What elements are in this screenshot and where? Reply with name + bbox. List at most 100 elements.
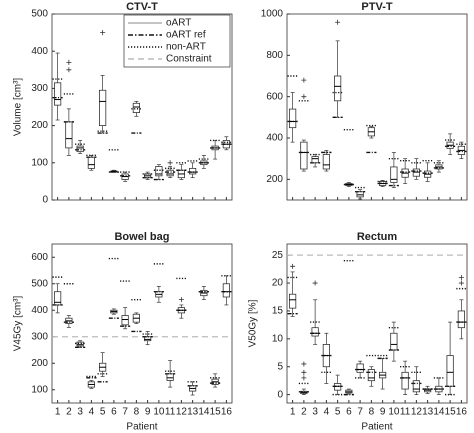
box (76, 341, 84, 347)
box (412, 380, 420, 393)
outlier (458, 274, 464, 280)
outlier (335, 19, 341, 25)
legend-label: oART (166, 18, 191, 29)
x-tick-label: 7 (122, 407, 128, 418)
legend-label: non-ART (166, 42, 206, 53)
x-axis-label: Patient (361, 422, 392, 433)
x-tick-label: 9 (380, 407, 386, 418)
box (189, 167, 197, 175)
y-tick-label: 25 (272, 250, 284, 261)
x-tick-label: 7 (357, 407, 363, 418)
x-tick-label: 13 (187, 407, 199, 418)
box (401, 371, 409, 390)
y-tick-label: 15 (272, 306, 284, 317)
y-tick-label: 100 (31, 157, 48, 168)
outlier (301, 375, 307, 381)
x-tick-label: 2 (301, 407, 307, 418)
x-tick-label: 11 (165, 407, 176, 418)
box (334, 383, 342, 391)
box (54, 291, 62, 306)
x-tick-label: 11 (400, 407, 411, 418)
y-tick-label: 1000 (261, 9, 284, 20)
x-tick-label: 10 (388, 407, 400, 418)
x-tick-label: 1 (290, 407, 296, 418)
x-tick-label: 6 (111, 407, 117, 418)
outlier (301, 94, 307, 100)
y-tick-label: 200 (266, 174, 283, 185)
x-tick-label: 14 (198, 407, 210, 418)
panel-title: CTV-T (126, 1, 158, 13)
outlier (66, 59, 72, 65)
box (166, 169, 174, 177)
x-tick-label: 3 (312, 407, 318, 418)
plot-area (51, 243, 233, 404)
x-tick-label: 5 (335, 407, 341, 418)
y-tick-label: 300 (31, 83, 48, 94)
box (356, 191, 364, 198)
box (155, 166, 163, 177)
box (356, 363, 364, 373)
box (322, 154, 330, 170)
y-axis-label: V45Gy [cm³] (13, 296, 24, 352)
box (166, 373, 174, 381)
box (457, 310, 465, 329)
x-tick-label: 8 (369, 407, 375, 418)
panel-title: PTV-T (361, 1, 392, 13)
x-tick-label: 16 (221, 407, 233, 418)
x-tick-label: 6 (346, 407, 352, 418)
box (390, 166, 398, 183)
outlier (290, 263, 296, 269)
outlier (301, 369, 307, 375)
x-tick-label: 3 (77, 407, 83, 418)
x-tick-label: 15 (445, 407, 457, 418)
outlier (167, 160, 173, 166)
legend-label: oART ref (166, 30, 206, 41)
y-tick-label: 600 (266, 91, 283, 102)
y-tick-label: 500 (31, 9, 48, 20)
y-tick-label: 500 (31, 278, 48, 289)
box (300, 141, 308, 170)
y-tick-label: 0 (277, 389, 283, 400)
plot-area (286, 243, 468, 404)
outlier (301, 361, 307, 367)
x-tick-label: 16 (456, 407, 468, 418)
box (334, 75, 342, 102)
outlier (312, 280, 318, 286)
y-tick-label: 400 (31, 305, 48, 316)
y-axis-label: V50Gy [%] (248, 299, 259, 347)
y-tick-label: 200 (31, 120, 48, 131)
y-tick-label: 400 (31, 46, 48, 57)
panel-title: Bowel bag (114, 231, 169, 243)
x-tick-label: 9 (145, 407, 151, 418)
x-axis-label: Patient (126, 422, 157, 433)
box (121, 315, 129, 326)
box (99, 89, 107, 127)
y-tick-label: 200 (31, 358, 48, 369)
y-tick-label: 20 (272, 278, 284, 289)
x-tick-label: 12 (411, 407, 423, 418)
x-tick-label: 10 (153, 407, 165, 418)
y-tick-label: 600 (31, 252, 48, 263)
panel-title: Rectum (357, 231, 398, 243)
outlier (100, 30, 106, 36)
y-tick-label: 0 (42, 195, 48, 206)
box (412, 168, 420, 177)
box (222, 283, 230, 298)
box (311, 327, 319, 337)
box (87, 156, 95, 169)
y-tick-label: 10 (272, 333, 284, 344)
legend-label: Constraint (166, 54, 212, 65)
outlier (301, 77, 307, 83)
x-tick-label: 15 (210, 407, 222, 418)
x-tick-label: 13 (422, 407, 434, 418)
x-tick-label: 12 (176, 407, 188, 418)
x-tick-label: 4 (89, 407, 95, 418)
x-tick-label: 2 (66, 407, 72, 418)
y-tick-label: 400 (266, 133, 283, 144)
box (311, 156, 319, 164)
box (289, 108, 297, 129)
x-tick-label: 4 (324, 407, 330, 418)
box (446, 355, 454, 387)
box (65, 121, 73, 149)
